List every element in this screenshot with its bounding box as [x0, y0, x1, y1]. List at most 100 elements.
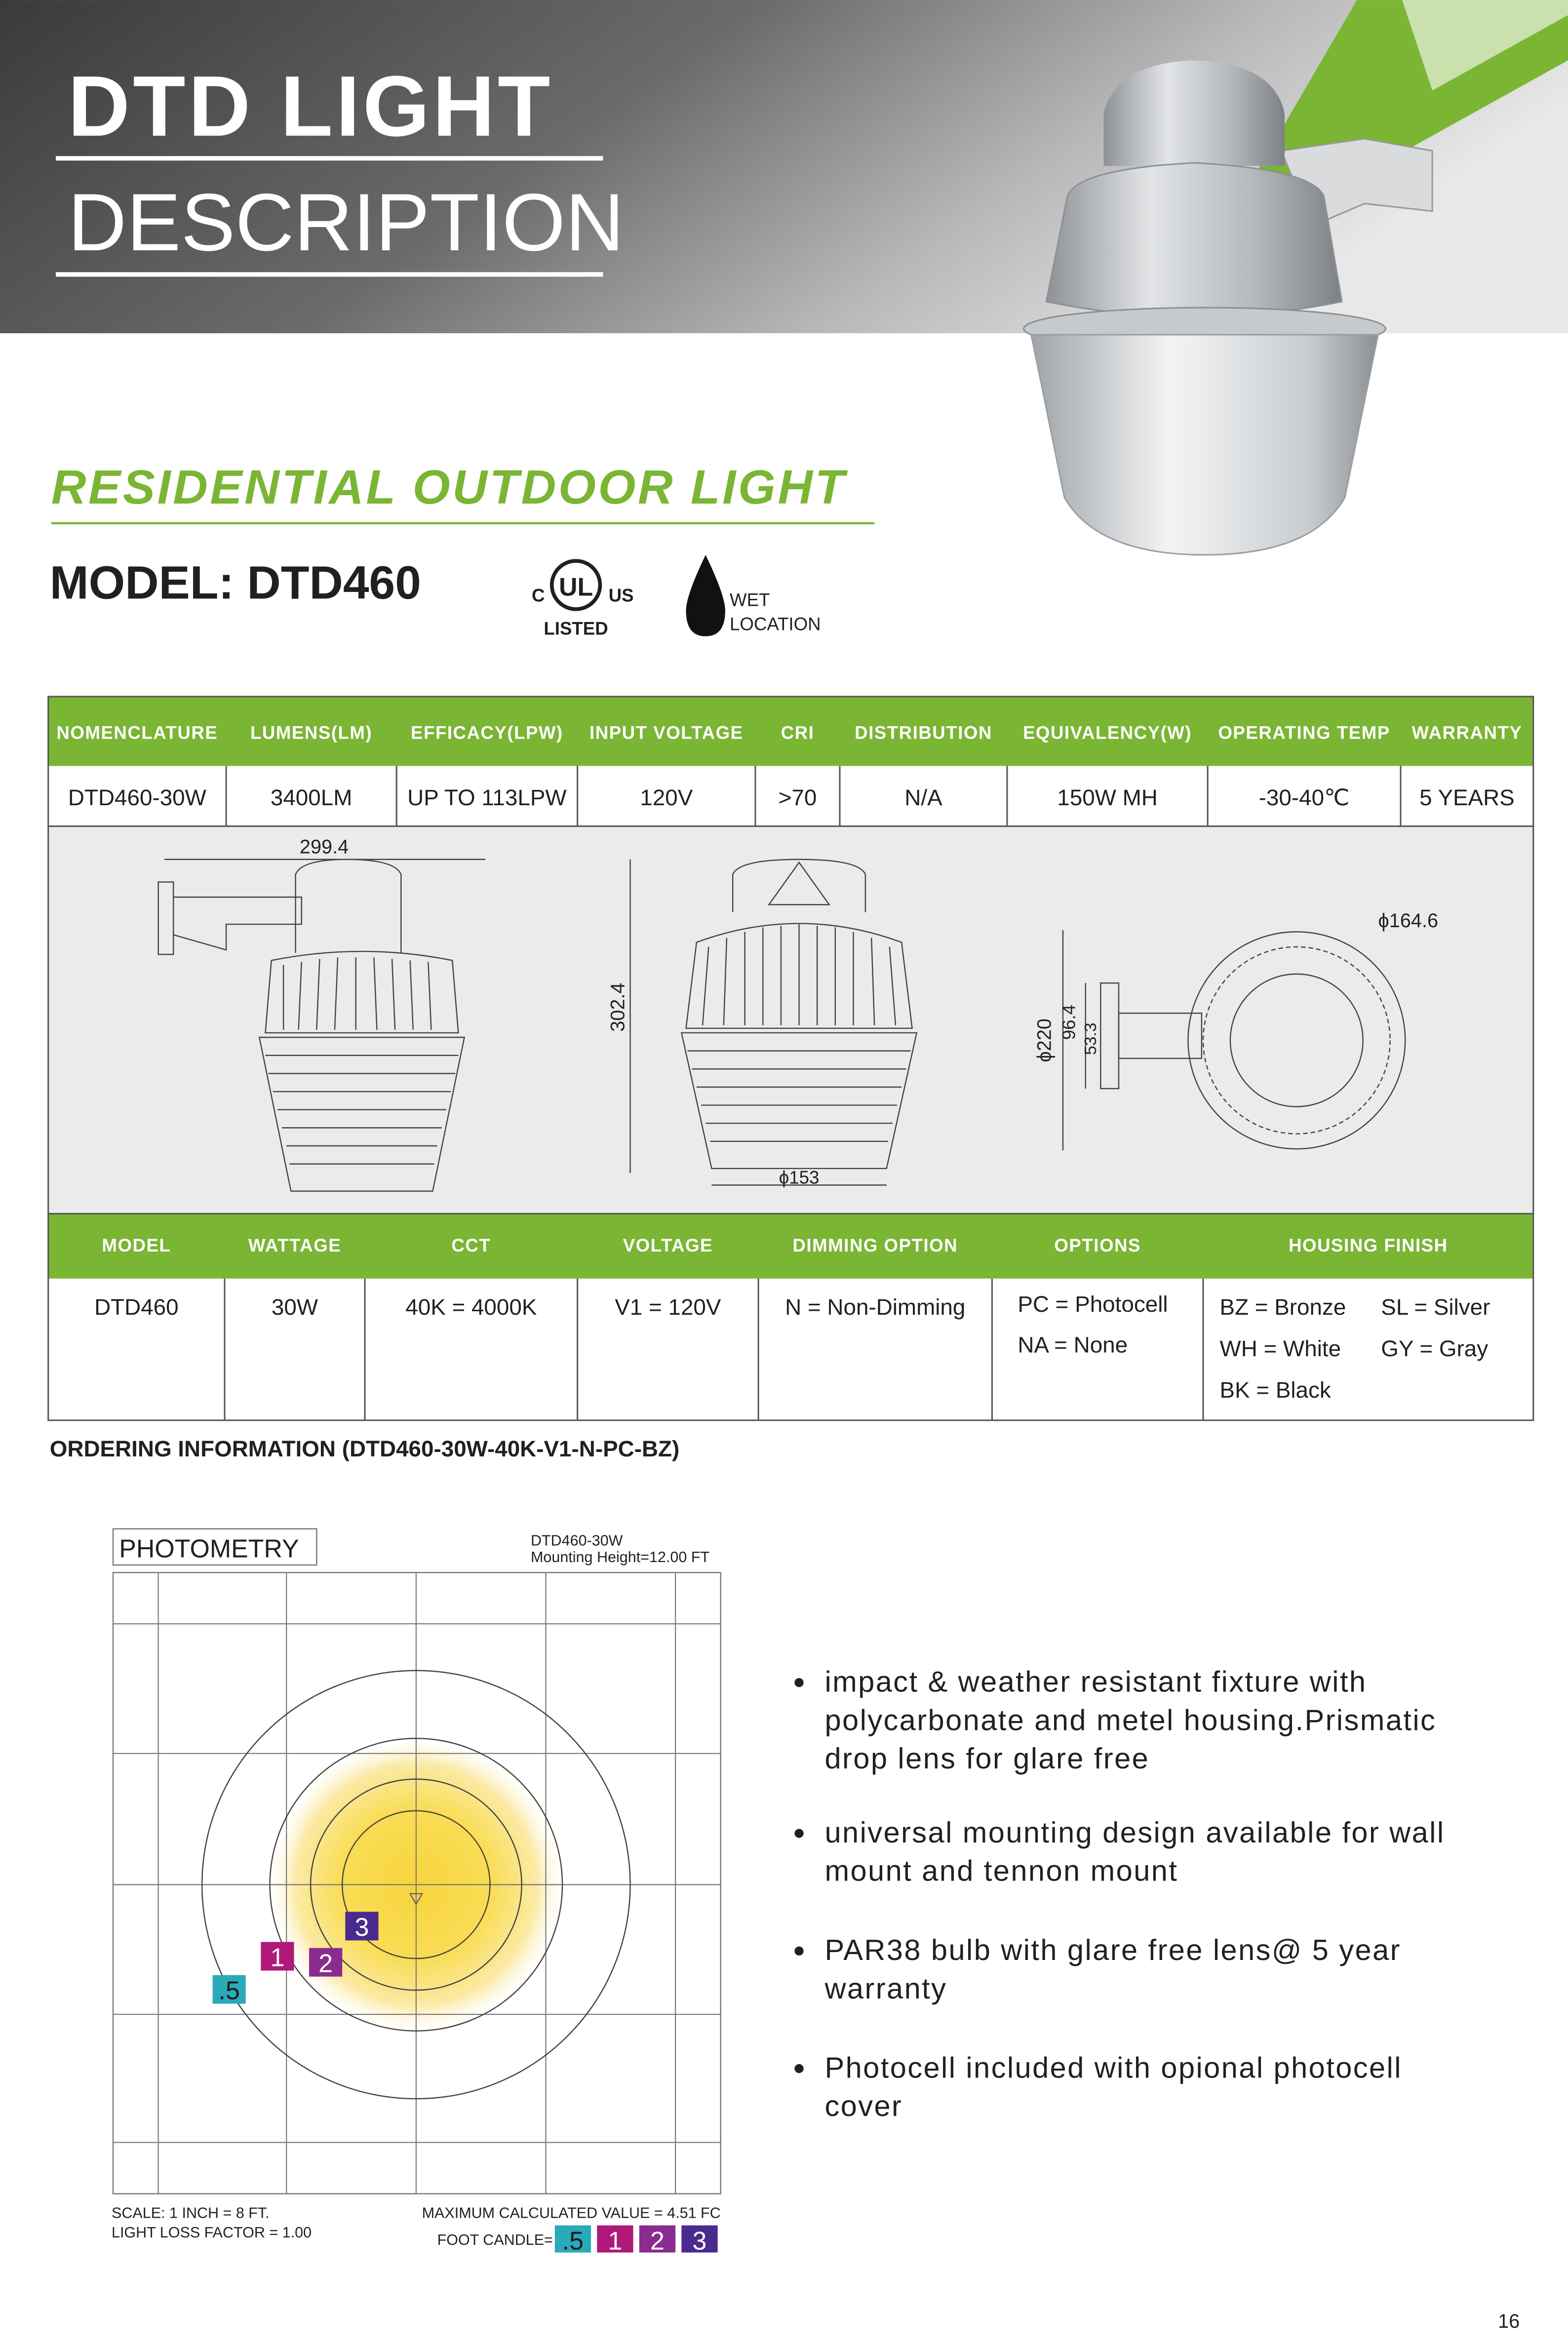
fixture-marker	[409, 1893, 424, 1906]
feature-text: warranty	[824, 1972, 947, 2005]
product-photo	[1023, 60, 1433, 556]
dimension-label: 302.4	[607, 982, 628, 1031]
photometry-llf: LIGHT LOSS FACTOR = 1.00	[112, 2224, 312, 2241]
bullet	[794, 1829, 804, 1838]
front-view	[629, 859, 918, 1186]
spec-cell: DTD460-30W	[68, 785, 207, 810]
spec-header: INPUT VOLTAGE	[589, 722, 744, 743]
order-table-border	[47, 1213, 1534, 1421]
ordering-info: ORDERING INFORMATION (DTD460-30W-40K-V1-…	[50, 1436, 679, 1461]
photometry-mounting: Mounting Height=12.00 FT	[531, 1549, 709, 1566]
order-table: MODEL WATTAGE CCT VOLTAGE DIMMING OPTION OPTI…	[94, 1235, 1490, 1420]
order-cell: N = Non-Dimming	[785, 1294, 965, 1320]
contour-tag	[345, 1912, 379, 1941]
feature-text: universal mounting design available for …	[824, 1816, 1445, 1849]
dimension-label: ϕ220	[1034, 1019, 1056, 1062]
spec-header: EFFICACY(LPW)	[411, 722, 563, 743]
feature-text: PAR38 bulb with glare free lens@ 5 year	[824, 1933, 1401, 1966]
wet-label: WET	[730, 590, 770, 610]
feature-text: Photocell included with opional photocel…	[824, 2051, 1402, 2084]
order-header-row	[48, 1214, 1533, 1279]
ul-logo: UL C US LISTED	[532, 559, 634, 639]
ul-country: C	[532, 586, 545, 606]
dimension-label: 96.4	[1058, 1005, 1079, 1040]
order-cell: SL = Silver	[1381, 1294, 1490, 1320]
order-header: MODEL	[102, 1235, 171, 1255]
contour-label: 2	[318, 1949, 333, 1978]
contour-tag	[309, 1948, 343, 1977]
order-header: HOUSING FINISH	[1289, 1235, 1448, 1255]
legend-label: 2	[650, 2227, 665, 2255]
photometry-title: PHOTOMETRY	[119, 1535, 299, 1564]
spec-header: WARRANTY	[1411, 722, 1522, 743]
header-subtitle: DESCRIPTION	[68, 177, 624, 268]
legend-swatch	[681, 2225, 718, 2253]
contour-label: 3	[354, 1913, 369, 1942]
legend-label: FOOT CANDLE=	[437, 2232, 553, 2248]
dimension-label: ϕ153	[779, 1167, 820, 1187]
spec-header: EQUIVALENCY(W)	[1023, 722, 1192, 743]
spec-header: OPERATING TEMP	[1218, 722, 1390, 743]
feature-list: impact & weather resistant fixture with p…	[794, 1665, 1445, 2122]
dimension-label: 299.4	[300, 836, 349, 858]
wet-label: LOCATION	[730, 614, 821, 634]
header-title: DTD LIGHT	[68, 58, 553, 154]
water-drop	[686, 554, 725, 636]
order-cell: V1 = 120V	[615, 1294, 721, 1320]
bullet	[794, 1678, 804, 1687]
order-header: CCT	[451, 1235, 491, 1255]
order-header: DIMMING OPTION	[792, 1235, 958, 1255]
spec-header-row	[48, 696, 1533, 766]
spec-cell: 5 YEARS	[1419, 785, 1515, 810]
contour-tag	[261, 1942, 294, 1971]
order-header: WATTAGE	[248, 1235, 341, 1255]
ul-mark: UL	[559, 573, 593, 601]
legend-swatch	[639, 2225, 676, 2253]
photometry-scale: SCALE: 1 INCH = 8 FT.	[112, 2204, 270, 2221]
order-cell: NA = None	[1018, 1332, 1128, 1357]
contour-label: .5	[219, 1976, 240, 2005]
legend-label: .5	[562, 2227, 584, 2255]
bullet	[794, 1946, 804, 1956]
contour-label: 1	[270, 1943, 284, 1972]
order-cell: BK = Black	[1220, 1377, 1331, 1403]
photometry-grid	[113, 1572, 721, 2194]
ul-listed: LISTED	[544, 619, 608, 639]
spec-header: LUMENS(LM)	[250, 722, 372, 743]
spec-header: DISTRIBUTION	[855, 722, 992, 743]
dimension-label: 53.3	[1082, 1022, 1100, 1055]
order-cell: DTD460	[94, 1294, 179, 1320]
feature-text: drop lens for glare free	[824, 1742, 1149, 1775]
page-number: 16	[1498, 2311, 1520, 2332]
feature-text: impact & weather resistant fixture with	[824, 1665, 1367, 1698]
order-header: OPTIONS	[1054, 1235, 1141, 1255]
order-cell: WH = White	[1220, 1336, 1341, 1361]
side-view	[157, 859, 486, 1192]
legend-swatch	[597, 2225, 633, 2253]
order-cell: 30W	[272, 1294, 318, 1320]
spec-header: CRI	[781, 722, 815, 743]
spec-cell: -30-40℃	[1259, 785, 1350, 810]
legend-label: 1	[608, 2227, 623, 2255]
spec-cell: 120V	[640, 785, 693, 810]
spec-table: NOMENCLATURE LUMENS(LM) EFFICACY(LPW) INPUT…	[56, 722, 1522, 826]
drawing-panel	[47, 825, 1534, 1215]
spec-cell: N/A	[904, 785, 942, 810]
model-heading: MODEL: DTD460	[50, 556, 421, 609]
spec-cell: 3400LM	[271, 785, 353, 810]
legend-swatch	[554, 2225, 591, 2253]
bullet	[794, 2064, 804, 2074]
order-cell: 40K = 4000K	[405, 1294, 537, 1320]
spec-cell: 150W MH	[1057, 785, 1158, 810]
photometry-model: DTD460-30W	[531, 1532, 623, 1549]
photometry-max: MAXIMUM CALCULATED VALUE = 4.51 FC	[422, 2204, 721, 2221]
legend-label: 3	[693, 2227, 707, 2255]
order-cell: GY = Gray	[1381, 1336, 1488, 1361]
white-stripe	[1402, 0, 1568, 91]
spec-header: NOMENCLATURE	[56, 722, 218, 743]
feature-text: mount and tennon mount	[824, 1854, 1178, 1887]
spec-cell: >70	[779, 785, 817, 810]
